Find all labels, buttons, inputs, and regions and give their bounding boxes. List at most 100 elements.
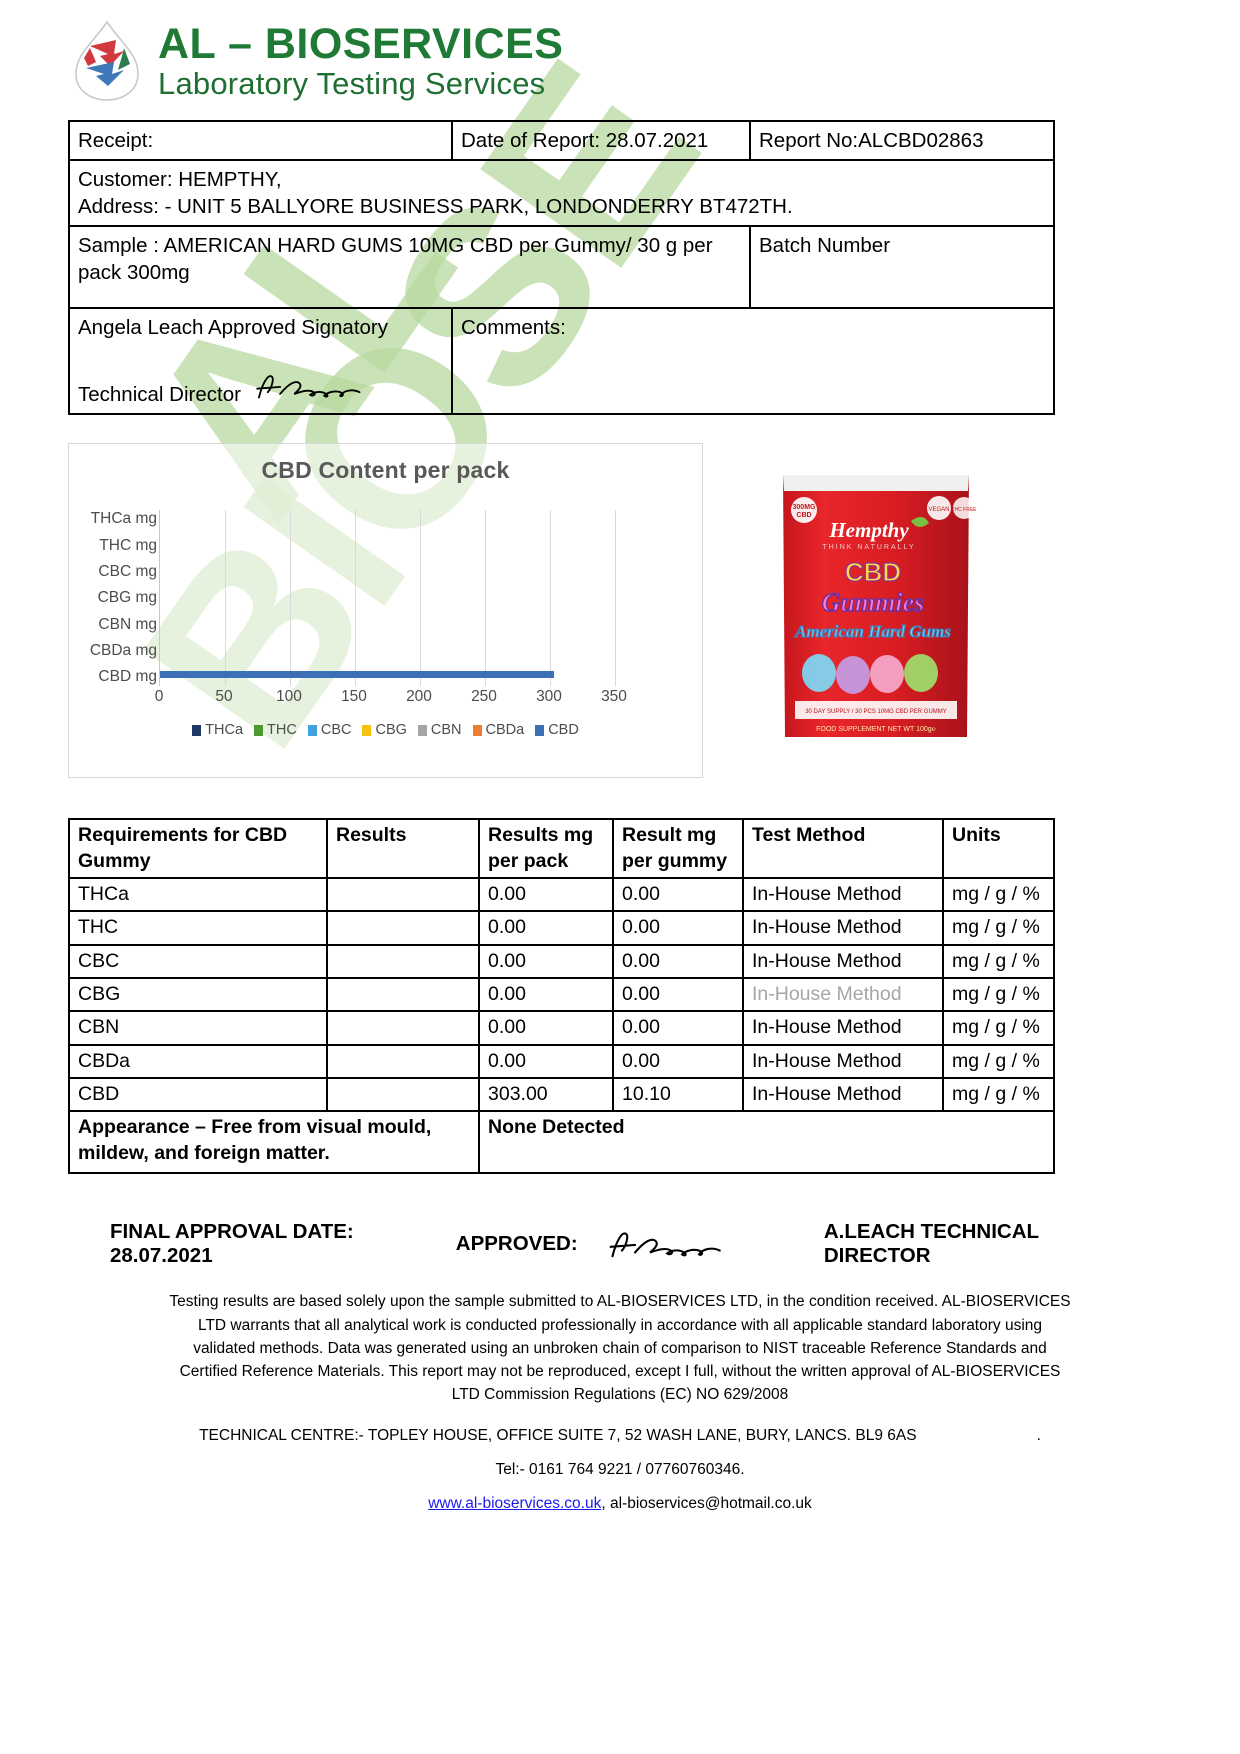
- date-of-report-cell: Date of Report: 28.07.2021: [451, 119, 751, 162]
- table-row: THC 0.00 0.00 In-House Method mg / g / %: [68, 910, 1055, 946]
- svg-text:American Hard Gums: American Hard Gums: [794, 622, 951, 641]
- chart-legend-label: CBD: [548, 722, 579, 739]
- comments-cell: Comments:: [451, 307, 1055, 416]
- table-row: CBC 0.00 0.00 In-House Method mg / g / %: [68, 943, 1055, 979]
- results-value: [326, 1043, 480, 1079]
- svg-text:Gummies: Gummies: [822, 588, 925, 617]
- svg-text:VEGAN: VEGAN: [928, 507, 949, 513]
- table-row: CBN 0.00 0.00 In-House Method mg / g / %: [68, 1010, 1055, 1046]
- results-mg-per-pack: 0.00: [478, 976, 614, 1013]
- analyte-name: CBG: [68, 976, 328, 1013]
- chart-legend-item: CBD: [535, 722, 579, 738]
- chart-category-label: CBC mg: [98, 562, 157, 580]
- chart-gridline: [355, 510, 356, 687]
- contact-phone: Tel:- 0161 764 9221 / 07760760346.: [495, 1460, 745, 1478]
- svg-text:CBD: CBD: [796, 512, 811, 519]
- chart-bar: [160, 662, 554, 687]
- chart-category-label: CBD mg: [98, 668, 157, 686]
- chart-title: CBD Content per pack: [261, 457, 510, 484]
- chart-gridline: [485, 510, 486, 687]
- chart-legend-item: THC: [254, 722, 297, 738]
- chart-x-tick-label: 350: [601, 688, 627, 706]
- approval-signature-icon: [578, 1228, 759, 1260]
- chart-legend-swatch: [307, 724, 317, 736]
- table-row: Receipt: Date of Report: 28.07.2021 Repo…: [68, 119, 1055, 162]
- letterhead: AL – BIOSERVICES Laboratory Testing Serv…: [0, 0, 1240, 110]
- chart-x-tick-label: 150: [341, 688, 367, 706]
- approved-signatory-name: Angela Leach Approved Signatory: [78, 316, 389, 340]
- results-value: [326, 976, 480, 1013]
- test-method: In-House Method: [742, 1076, 944, 1113]
- chart-x-tick-label: 200: [406, 688, 432, 706]
- chart-and-product-row: CBD Content per pack THCa mg THC mg CBC mg…: [68, 443, 1178, 779]
- customer-line: Customer: HEMPTHY,: [78, 168, 282, 192]
- batch-number-cell: Batch Number: [749, 225, 1055, 310]
- chart-x-tick-label: 250: [471, 688, 497, 706]
- results-mg-per-pack: 0.00: [478, 1043, 614, 1079]
- svg-text:THC FREE: THC FREE: [952, 507, 978, 513]
- chart-gridline: [225, 510, 226, 687]
- column-header: Requirements for CBD Gummy: [68, 818, 328, 879]
- result-mg-per-gummy: 0.00: [612, 943, 744, 979]
- results-mg-per-pack: 0.00: [478, 943, 614, 979]
- test-method: In-House Method: [742, 1043, 944, 1079]
- gummies-pouch-image-icon: 300MG CBD VEGAN THC FREE Hempthy THINK N…: [761, 461, 991, 756]
- table-row: Sample : AMERICAN HARD GUMS 10MG CBD per…: [68, 225, 1055, 310]
- results-table-head: Requirements for CBD Gummy Results Results…: [68, 818, 1055, 879]
- table-row: CBDa 0.00 0.00 In-House Method mg / g / %: [68, 1043, 1055, 1079]
- chart-legend-label: CBDa: [485, 722, 525, 739]
- result-mg-per-gummy: 10.10: [612, 1076, 744, 1113]
- sample-cell: Sample : AMERICAN HARD GUMS 10MG CBD per…: [68, 225, 751, 310]
- chart-legend-item: CBC: [307, 722, 352, 739]
- result-mg-per-gummy: 0.00: [612, 910, 744, 946]
- analyte-name: CBDa: [68, 1043, 328, 1079]
- chart-legend-label: CBG: [375, 722, 407, 739]
- table-row: CBD 303.00 10.10 In-House Method mg / g / %: [68, 1076, 1055, 1113]
- results-mg-per-pack: 0.00: [478, 910, 614, 946]
- chart-legend-item: THCa: [192, 722, 243, 738]
- address-line: Address: - UNIT 5 BALLYORE BUSINESS PARK…: [78, 195, 793, 219]
- disclaimer-text: Testing results are based solely upon th…: [169, 1293, 1071, 1404]
- units: mg / g / %: [942, 1076, 1055, 1113]
- chart-category-label: THC mg: [99, 536, 157, 554]
- results-value: [326, 876, 480, 913]
- technical-centre-address: TECHNICAL CENTRE:- TOPLEY HOUSE, OFFICE …: [0, 1427, 1240, 1445]
- chart-legend-label: CBC: [320, 722, 352, 739]
- address-trailing-dot: .: [1036, 1426, 1041, 1444]
- results-table: Requirements for CBD Gummy Results Results…: [68, 818, 1055, 1175]
- results-mg-per-pack: 0.00: [478, 876, 614, 913]
- units: mg / g / %: [942, 1010, 1055, 1046]
- chart-gridline: [615, 510, 616, 687]
- chart-plot-area: [159, 510, 616, 687]
- appearance-label: Appearance – Free from visual mould, mil…: [68, 1110, 480, 1175]
- result-mg-per-gummy: 0.00: [612, 1043, 744, 1079]
- table-row: Angela Leach Approved Signatory Technica…: [68, 307, 1055, 416]
- handwritten-signature-icon: [251, 371, 371, 408]
- chart-legend-item: CBG: [362, 722, 407, 739]
- chart-legend: THCa THC CBC CBG CBN CBDa CBD: [69, 722, 702, 738]
- results-value: [326, 910, 480, 946]
- final-approval-row: FINAL APPROVAL DATE: 28.07.2021 APPROVED…: [110, 1220, 1120, 1268]
- chart-legend-swatch: [192, 724, 202, 736]
- table-row: CBG 0.00 0.00 In-House Method mg / g / %: [68, 976, 1055, 1013]
- technical-director-label: Technical Director: [78, 383, 241, 407]
- brand-name: AL – BIOSERVICES: [158, 20, 564, 68]
- final-approval-date: FINAL APPROVAL DATE: 28.07.2021: [110, 1220, 354, 1268]
- chart-legend-swatch: [417, 724, 427, 736]
- result-mg-per-gummy: 0.00: [612, 1010, 744, 1046]
- test-method: In-House Method: [742, 1010, 944, 1046]
- website-link[interactable]: www.al-bioservices.co.uk: [428, 1494, 602, 1512]
- analyte-name: CBC: [68, 943, 328, 979]
- chart-x-tick-label: 100: [276, 688, 302, 706]
- chart-legend-swatch: [362, 724, 372, 736]
- signatory-cell: Angela Leach Approved Signatory Technica…: [68, 307, 453, 416]
- chart-category-labels: THCa mg THC mg CBC mg CBG mg CBN mg CBDa mg CB…: [75, 510, 157, 686]
- chart-x-tick-label: 0: [154, 688, 164, 706]
- units: mg / g / %: [942, 876, 1055, 913]
- chart-x-axis: 0 50 100 150 200 250 300 350: [155, 688, 627, 710]
- chart-legend-label: THCa: [205, 722, 244, 739]
- chart-gridline: [290, 510, 291, 687]
- analyte-name: CBN: [68, 1010, 328, 1046]
- test-method: In-House Method: [742, 910, 944, 946]
- analyte-name: CBD: [68, 1076, 328, 1113]
